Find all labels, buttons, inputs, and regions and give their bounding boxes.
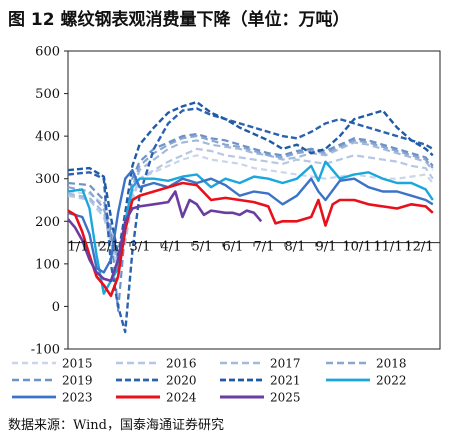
legend-label: 2020 <box>166 374 197 388</box>
legend-item-2016: 2016 <box>116 357 197 371</box>
x-tick-label: 9/1 <box>316 240 337 255</box>
legend-label: 2019 <box>62 374 93 388</box>
series-line-2018 <box>67 135 434 261</box>
chart-title: 图 12 螺纹钢表观消费量下降（单位：万吨） <box>8 10 350 30</box>
legend-label: 2016 <box>166 357 197 371</box>
legend-item-2023: 2023 <box>12 391 93 405</box>
legend-label: 2021 <box>270 374 301 388</box>
source-note: 数据来源：Wind，国泰海通证券研究 <box>8 418 224 433</box>
legend-item-2021: 2021 <box>220 374 301 388</box>
legend-item-2015: 2015 <box>12 357 93 371</box>
plot-lines <box>67 100 434 334</box>
y-tick-label: 400 <box>35 130 60 145</box>
y-tick-label: 600 <box>35 45 60 60</box>
legend-label: 2015 <box>62 357 93 371</box>
series-line-2020 <box>67 107 434 334</box>
y-tick-label: 500 <box>35 87 60 102</box>
x-tick-label: 10/1 <box>342 240 371 255</box>
x-tick-label: 2/1 <box>99 240 120 255</box>
plot-axes <box>64 50 441 350</box>
legend-item-2024: 2024 <box>116 391 197 405</box>
series-line-2025 <box>67 190 263 283</box>
legend-label: 2025 <box>270 391 301 405</box>
x-tick-label: 6/1 <box>223 240 244 255</box>
legend-label: 2017 <box>270 357 301 371</box>
x-tick-label: 3/1 <box>130 240 151 255</box>
x-tick-label: 7/1 <box>254 240 275 255</box>
x-tick-label: 1/1 <box>68 240 89 255</box>
y-tick-label: 200 <box>35 215 60 230</box>
legend-label: 2024 <box>166 391 197 405</box>
legend-label: 2023 <box>62 391 93 405</box>
y-tick-label: 100 <box>35 257 60 272</box>
x-tick-label: 8/1 <box>285 240 306 255</box>
y-tick-label: 300 <box>35 172 60 187</box>
legend-item-2025: 2025 <box>220 391 301 405</box>
legend-item-2022: 2022 <box>326 374 407 388</box>
series-line-2023 <box>67 169 434 274</box>
x-tick-label: 12/1 <box>404 240 433 255</box>
series-line-2019 <box>67 132 434 312</box>
legend-item-2020: 2020 <box>116 374 197 388</box>
legend-label: 2018 <box>376 357 407 371</box>
plot-frame <box>67 50 441 350</box>
y-tick-label: 0 <box>52 300 60 315</box>
x-tick-label: 5/1 <box>192 240 213 255</box>
legend: 2015 2016 2017 2018 2019 2020 2021 2022 2023 2024… <box>12 357 407 405</box>
plot-ticks: 600 500 400 300 200 100 0 -100 1/1 2/1 3/1 4/1 5/1 6/… <box>31 45 434 358</box>
x-tick-label: 4/1 <box>161 240 182 255</box>
x-tick-label: 11/1 <box>373 240 402 255</box>
legend-label: 2022 <box>376 374 407 388</box>
series-line-2024 <box>67 181 434 298</box>
legend-item-2017: 2017 <box>220 357 301 371</box>
legend-item-2018: 2018 <box>326 357 407 371</box>
y-tick-label: -100 <box>31 343 60 358</box>
legend-item-2019: 2019 <box>12 374 93 388</box>
